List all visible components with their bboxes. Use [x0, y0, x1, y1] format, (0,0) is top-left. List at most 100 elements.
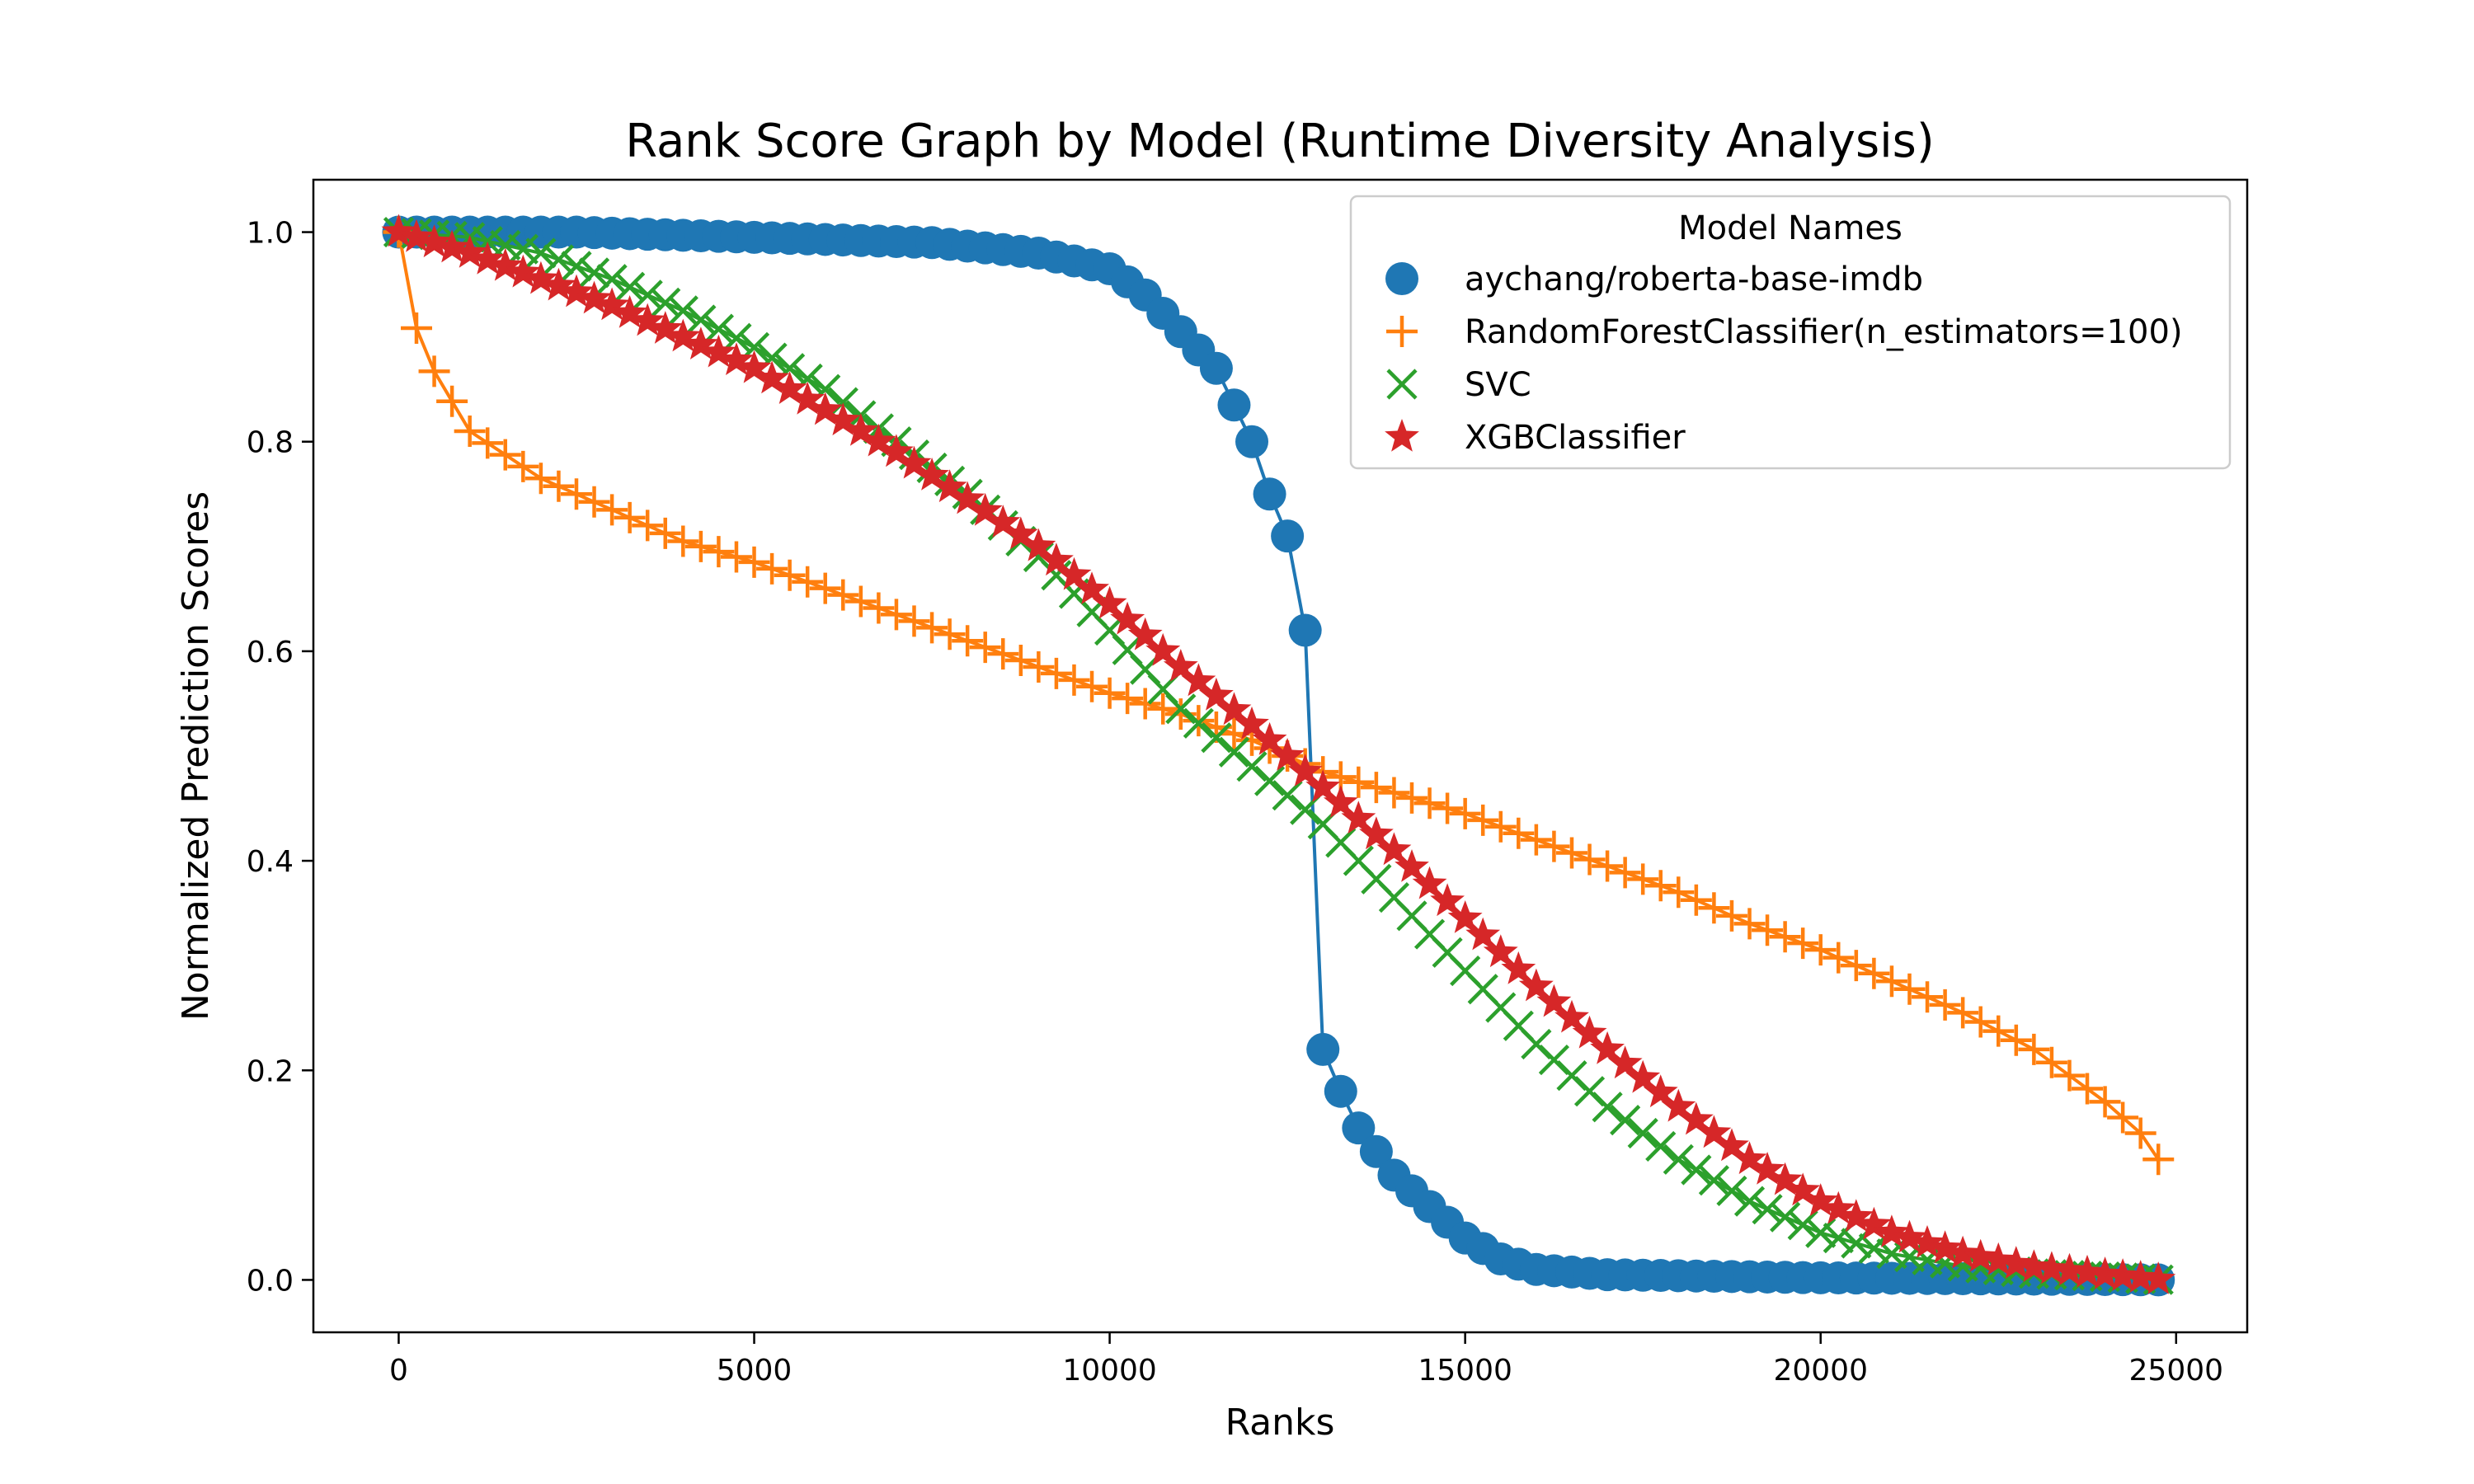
data-point	[809, 572, 841, 604]
data-point	[1465, 917, 1501, 951]
data-point	[524, 261, 558, 294]
data-point	[774, 559, 806, 591]
legend: Model Names aychang/roberta-base-imdb Ran…	[1349, 195, 2232, 470]
data-point	[1343, 766, 1375, 798]
data-point	[1947, 997, 1979, 1029]
data-point	[1998, 1246, 2034, 1279]
data-point	[1945, 1235, 1981, 1269]
data-point	[1643, 1074, 1678, 1108]
data-point	[1875, 965, 1907, 998]
plot-frame	[312, 178, 2249, 1334]
data-point	[2070, 1254, 2105, 1288]
data-point	[1378, 777, 1410, 809]
data-point	[1592, 850, 1624, 882]
data-point	[1288, 613, 1322, 647]
legend-title: Model Names	[1678, 209, 1903, 247]
data-point	[507, 450, 539, 482]
x-tick-label: 15000	[1418, 1354, 1512, 1388]
data-point	[560, 478, 592, 510]
data-point	[2053, 1059, 2086, 1092]
data-point	[2107, 1101, 2139, 1134]
data-point	[1858, 1233, 1889, 1264]
data-point	[1572, 1015, 1607, 1049]
data-point	[720, 541, 752, 573]
data-point	[896, 445, 932, 479]
data-point	[879, 434, 914, 467]
data-point	[1004, 645, 1037, 677]
data-point	[792, 566, 824, 598]
data-point	[1874, 1214, 1909, 1248]
legend-label: SVC	[1465, 366, 1531, 404]
data-point	[684, 530, 717, 562]
data-point	[1627, 1117, 1658, 1149]
data-point	[2087, 1256, 2123, 1289]
data-point	[1733, 1186, 1766, 1217]
data-point	[1964, 1006, 1997, 1038]
data-point	[2035, 1046, 2067, 1078]
data-point	[1501, 951, 1536, 984]
data-point	[950, 481, 985, 514]
data-point	[1129, 688, 1161, 720]
data-point	[1483, 934, 1518, 968]
data-point	[2016, 1249, 2052, 1282]
data-point	[1698, 892, 1730, 924]
data-point	[969, 632, 1001, 664]
data-point	[1696, 1115, 1732, 1148]
data-point	[1413, 787, 1446, 819]
data-point	[1716, 1175, 1747, 1207]
data-point	[1803, 1183, 1838, 1216]
data-point	[1927, 1230, 1963, 1264]
data-point	[1040, 657, 1072, 689]
data-point	[1787, 928, 1819, 960]
data-point	[1661, 1088, 1696, 1122]
data-point	[1235, 425, 1269, 458]
data-point	[915, 458, 949, 491]
legend-marker	[1386, 369, 1418, 400]
data-point	[2124, 1117, 2157, 1149]
plot-layer	[381, 214, 2176, 1297]
data-point	[952, 625, 984, 657]
data-point	[1270, 738, 1305, 771]
x-tick-label: 0	[389, 1354, 408, 1388]
data-point	[1253, 477, 1286, 511]
data-point	[1412, 866, 1447, 899]
data-point	[1449, 797, 1481, 829]
data-point	[1645, 1130, 1677, 1162]
legend-label: aychang/roberta-base-imdb	[1465, 261, 1923, 298]
data-point	[825, 402, 861, 436]
x-tick-label: 10000	[1062, 1354, 1157, 1388]
data-point	[772, 371, 807, 404]
data-point	[1750, 1152, 1785, 1185]
data-point	[612, 295, 647, 328]
data-point	[399, 218, 434, 252]
data-point	[1306, 1032, 1340, 1066]
data-point	[1127, 617, 1163, 650]
data-point	[2018, 1033, 2050, 1065]
data-point	[543, 244, 575, 275]
data-point	[1680, 884, 1712, 916]
data-point	[1840, 950, 1872, 982]
data-point	[487, 247, 523, 281]
data-point	[1252, 721, 1287, 755]
data-point	[649, 517, 681, 549]
data-point	[401, 312, 433, 345]
data-point	[1076, 670, 1108, 702]
data-point	[1769, 921, 1801, 953]
data-point	[1609, 857, 1641, 889]
data-point	[630, 303, 666, 336]
data-point	[1770, 1201, 1801, 1233]
legend-marker	[1386, 316, 1418, 347]
data-point	[1838, 1199, 1874, 1232]
legend-label: XGBClassifier	[1465, 419, 1686, 457]
data-point	[507, 233, 539, 265]
data-point	[898, 605, 930, 637]
data-point	[1183, 707, 1214, 739]
data-point	[827, 579, 859, 611]
x-tick-label: 5000	[717, 1354, 793, 1388]
data-point	[719, 342, 754, 375]
data-point	[632, 510, 664, 542]
data-point	[1981, 1242, 2016, 1275]
data-point	[1625, 1059, 1661, 1093]
data-point	[2142, 1144, 2175, 1176]
data-point	[703, 536, 735, 568]
